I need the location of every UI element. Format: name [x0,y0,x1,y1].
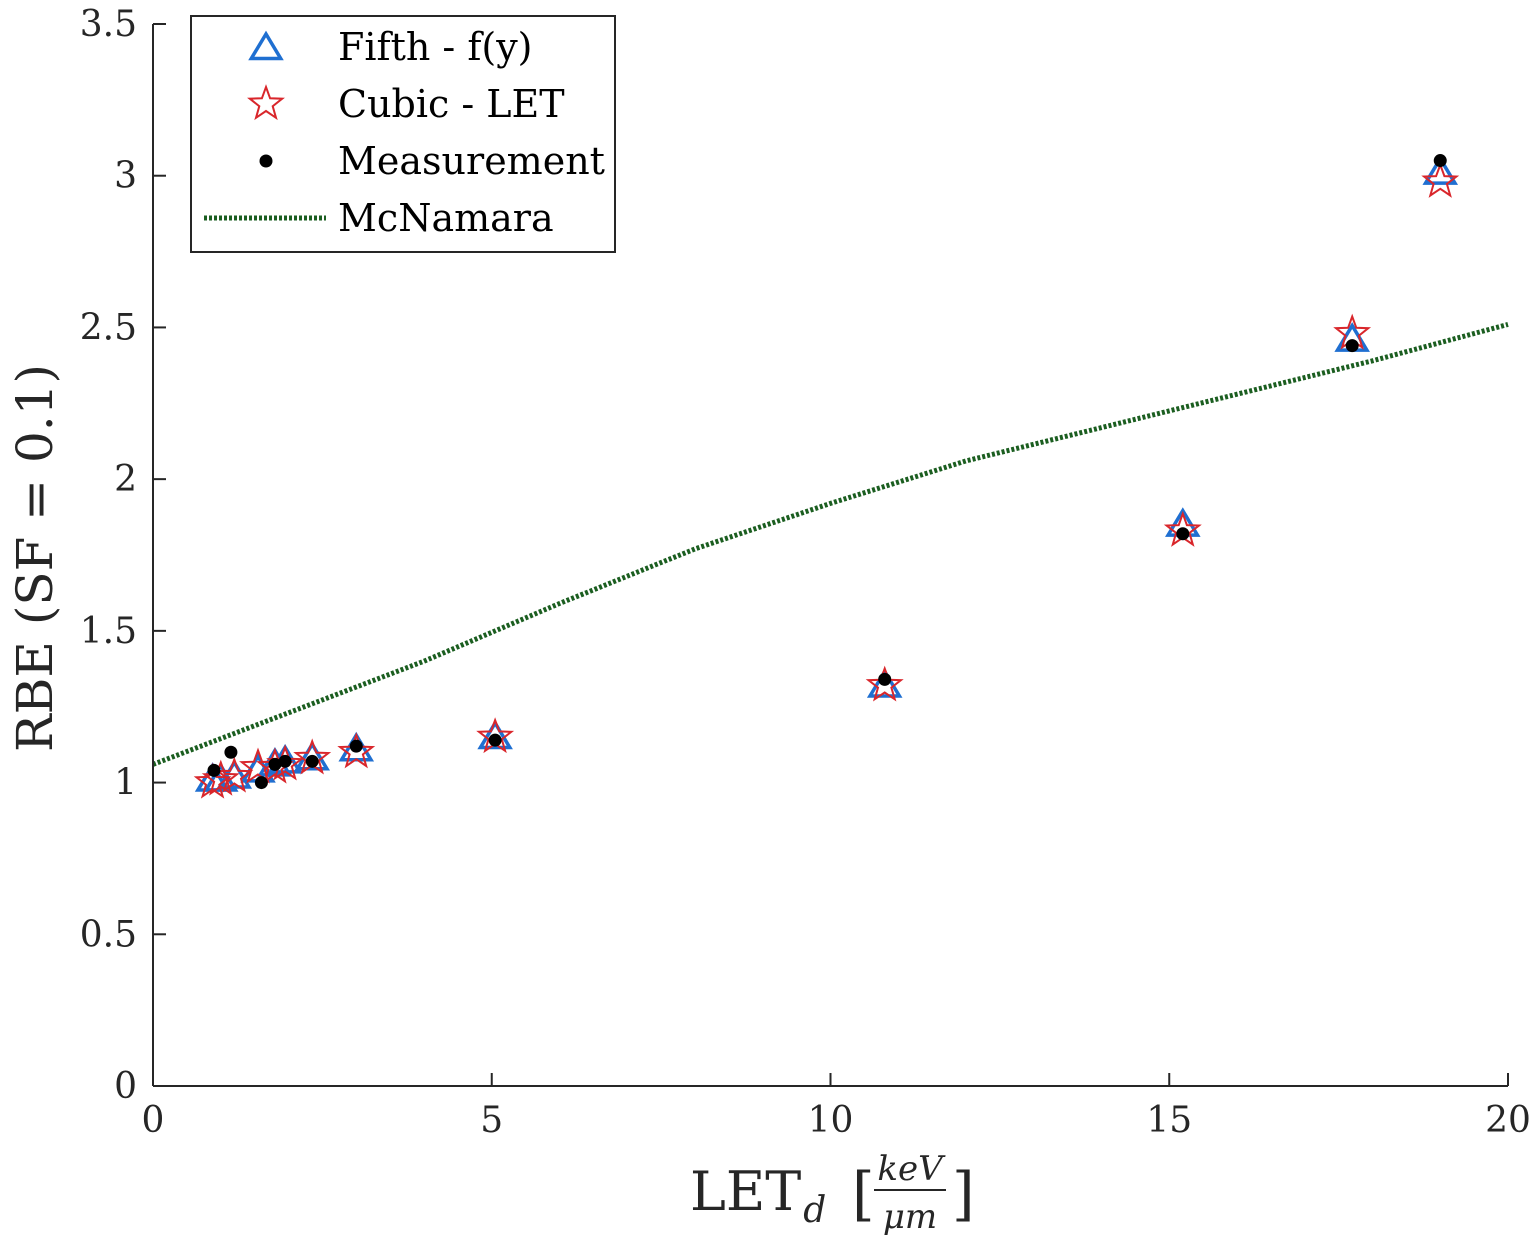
data-point-measurement [349,739,363,753]
data-point-measurement [224,745,238,759]
legend-item-cubic-let: Cubic - LET [247,82,565,126]
x-axis-label-bracket-left: [ [852,1160,875,1228]
y-tick-label: 1.5 [80,611,137,652]
data-point-measurement [268,757,282,771]
data-point-fifth-f-y [866,668,903,698]
legend-label-fifth-f-y: Fifth - f(y) [338,25,533,69]
legend-marker-cubic-let [247,84,285,121]
svg-text:LETd: LETd [690,1160,826,1231]
y-tick-label: 1 [114,763,137,804]
legend-marker-fifth-f-y [248,30,284,61]
data-point-cubic-let [215,756,254,793]
y-tick-label: 3.5 [80,4,137,45]
legend: Fifth - f(y) Cubic - LET Measurement McNama… [190,15,616,253]
series-line-mcnamara [152,321,1509,767]
series-mcnamara [152,321,1509,767]
data-point-measurement [1433,154,1447,168]
data-point-fifth-f-y [1422,155,1459,185]
legend-label-mcnamara: McNamara [338,196,554,240]
series-measurement [207,154,1447,790]
x-axis-label-bracket-right: ] [952,1160,975,1228]
legend-item-mcnamara: McNamara [204,196,554,240]
data-point-measurement [488,733,502,747]
y-axis-label: RBE (SF = 0.1) [6,364,64,752]
data-point-cubic-let [865,665,904,702]
x-axis-label-main: LET [690,1160,801,1223]
legend-item-measurement: Measurement [259,139,605,183]
x-tick-label: 5 [480,1100,503,1141]
y-tick-label: 2.5 [80,307,137,348]
y-tick-label: 3 [114,156,137,197]
data-point-measurement [1345,339,1359,353]
x-tick-label: 10 [808,1100,854,1141]
data-point-cubic-let [201,759,240,796]
axes: 0 5 10 15 20 0 0.5 1 1.5 2 2.5 3 3.5 [80,4,1531,1141]
x-tick-label: 15 [1146,1100,1192,1141]
plot-area [152,154,1509,799]
data-point-cubic-let [337,732,376,769]
x-axis-label: LETd [ keV μm ] [690,1149,975,1237]
data-point-cubic-let [1421,161,1460,198]
legend-label-measurement: Measurement [338,139,605,183]
x-tick-label: 20 [1485,1100,1531,1141]
y-tick-label: 0 [114,1066,137,1107]
y-tick-label: 2 [114,459,137,500]
y-tick-label: 0.5 [80,914,137,955]
data-point-fifth-f-y [477,719,513,750]
x-axis-label-unit-numerator: keV [877,1149,946,1189]
legend-box [190,15,616,253]
data-point-measurement [305,754,319,768]
legend-marker-measurement [259,154,273,168]
legend-item-fifth-f-y: Fifth - f(y) [248,25,533,69]
data-point-measurement [254,776,268,790]
data-point-measurement [207,763,221,777]
x-tick-label: 0 [142,1100,165,1141]
x-axis-label-subscript: d [803,1190,826,1231]
legend-label-cubic-let: Cubic - LET [338,82,565,126]
data-point-measurement [278,754,292,768]
x-axis-label-unit-denominator: μm [883,1197,937,1237]
data-point-measurement [1176,527,1190,541]
data-point-fifth-f-y [294,740,331,771]
data-point-measurement [878,672,892,686]
